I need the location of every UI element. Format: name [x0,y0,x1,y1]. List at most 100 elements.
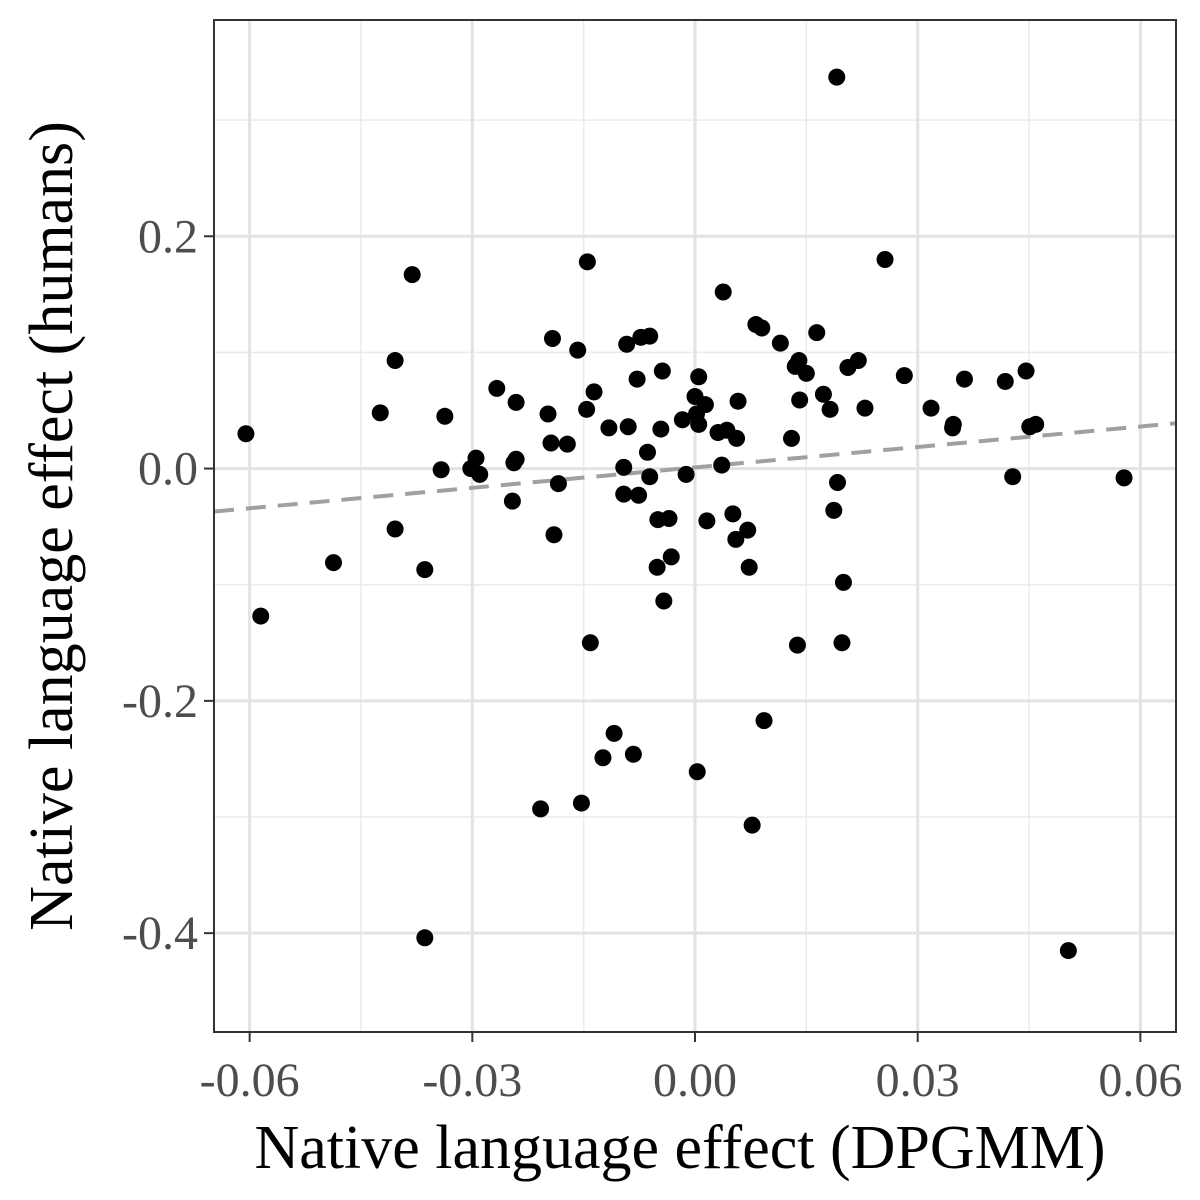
trend-line [213,421,1177,514]
data-point [821,400,839,418]
data-point [655,592,673,610]
data-point [944,415,962,433]
data-point [753,319,771,337]
x-tick-label: 0.00 [653,1054,737,1107]
major-gridlines [214,20,1176,1032]
data-point [416,929,434,947]
data-point [432,461,450,479]
data-points [237,68,1133,960]
data-point [660,510,678,528]
data-point [467,449,485,467]
data-point [543,329,561,347]
data-point [653,362,671,380]
data-point [713,456,731,474]
data-point [698,512,716,530]
data-point [325,554,343,572]
data-point [641,468,659,486]
data-point [797,364,815,382]
data-point [386,352,404,370]
data-point [829,474,847,492]
x-axis-tick-labels: -0.06 -0.03 0.00 0.03 0.06 [200,1054,1183,1107]
data-point [237,425,255,443]
data-point [569,341,587,359]
data-point [690,415,708,433]
y-tick-label: -0.4 [122,907,198,960]
data-point [662,548,680,566]
y-tick-label: -0.2 [122,675,198,728]
data-point [1115,469,1133,487]
data-point [740,558,758,576]
data-point [814,385,832,403]
data-point [532,800,550,818]
y-axis-title: Native language effect (humans) [18,121,86,931]
data-point [922,399,940,417]
data-point [549,475,567,493]
data-point [619,418,637,436]
data-point [895,367,913,385]
data-point [558,435,576,453]
data-point [856,399,874,417]
data-point [507,393,525,411]
data-point [696,396,714,414]
data-point [728,429,746,447]
data-point [581,634,599,652]
y-axis-tick-labels: -0.4 -0.2 0.0 0.2 [122,210,198,960]
data-point [849,352,867,370]
x-tick-label: -0.03 [422,1054,522,1107]
data-point [624,745,642,763]
data-point [539,405,557,423]
data-point [828,68,846,86]
data-point [578,400,596,418]
data-point [688,763,706,781]
y-axis-ticks [204,235,214,935]
data-point [825,501,843,519]
data-point [585,383,603,401]
data-point [782,429,800,447]
data-point [542,434,560,452]
data-point [724,505,742,523]
data-point [788,636,806,654]
data-point [605,724,623,742]
data-point [729,392,747,410]
data-point [739,521,757,539]
data-point [594,749,612,767]
data-point [652,420,670,438]
data-point [996,372,1014,390]
data-point [252,607,270,625]
data-point [416,561,434,579]
data-point [615,458,633,476]
data-point [955,370,973,388]
data-point [628,370,646,388]
data-point [600,419,618,437]
data-point [714,283,732,301]
data-point [436,407,454,425]
data-point [503,492,521,510]
data-point [630,486,648,504]
data-point [743,816,761,834]
data-point [638,443,656,461]
data-point [648,558,666,576]
x-axis-ticks [248,1032,1142,1042]
data-point [790,352,808,370]
data-point [1027,415,1045,433]
data-point [808,324,826,342]
data-point [615,485,633,503]
data-point [677,465,695,483]
data-point [1017,362,1035,380]
y-tick-label: 0.0 [138,443,198,496]
data-point [641,327,659,345]
data-point [403,266,421,284]
data-point [673,411,691,429]
x-tick-label: 0.06 [1098,1054,1182,1107]
data-point [876,250,894,268]
data-point [386,520,404,538]
data-point [771,334,789,352]
data-point [471,465,489,483]
x-tick-label: 0.03 [876,1054,960,1107]
data-point [690,368,708,386]
x-tick-label: -0.06 [200,1054,300,1107]
data-point [488,379,506,397]
data-point [507,450,525,468]
data-point [1059,942,1077,960]
